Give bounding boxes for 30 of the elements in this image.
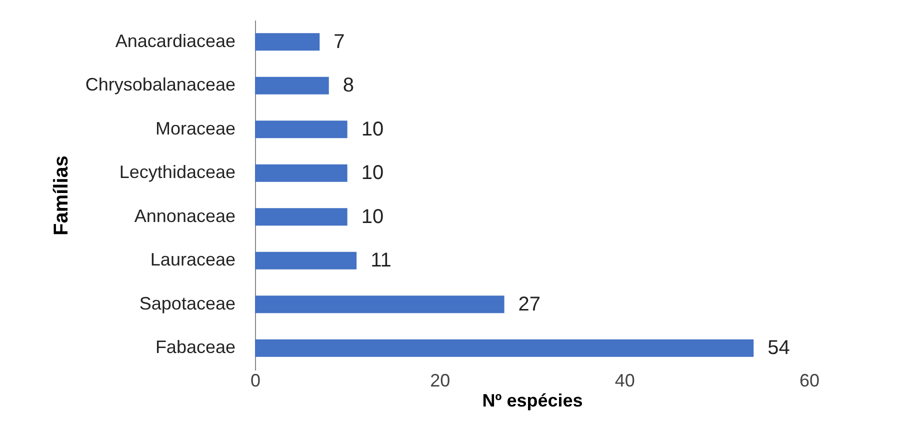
x-axis-title: Nº espécies: [482, 390, 583, 410]
bar: [255, 164, 348, 182]
y-tick-label: Sapotaceae: [139, 293, 236, 314]
y-tick-label: Lecythidaceae: [119, 162, 236, 182]
data-label: 11: [370, 250, 392, 272]
bar: [255, 339, 754, 357]
data-label: 27: [518, 293, 541, 316]
data-label: 10: [361, 118, 384, 140]
x-tick-label: 0: [250, 370, 261, 390]
x-tick-label: 60: [799, 370, 820, 390]
y-tick-label: Annonaceae: [134, 206, 236, 226]
y-tick-label: Lauraceae: [150, 250, 236, 270]
data-label: 7: [334, 30, 345, 53]
y-tick-label: Chrysobalanaceae: [85, 74, 236, 95]
bar: [255, 120, 348, 138]
x-tick-label: 20: [430, 370, 450, 390]
y-tick-label: Fabaceae: [155, 337, 236, 358]
x-tick-label: 40: [614, 370, 635, 390]
bar: [255, 296, 504, 314]
bar: [255, 252, 357, 270]
y-axis-title: Famílias: [50, 155, 72, 236]
data-label: 8: [342, 74, 354, 97]
y-tick-label: Moraceae: [155, 118, 236, 138]
data-label: 54: [768, 337, 790, 360]
bar: [255, 208, 348, 226]
bar: [255, 33, 320, 51]
y-tick-label: Anacardiaceae: [115, 30, 236, 51]
data-label: 10: [361, 162, 384, 184]
data-label: 10: [361, 206, 384, 228]
bar: [255, 76, 329, 94]
